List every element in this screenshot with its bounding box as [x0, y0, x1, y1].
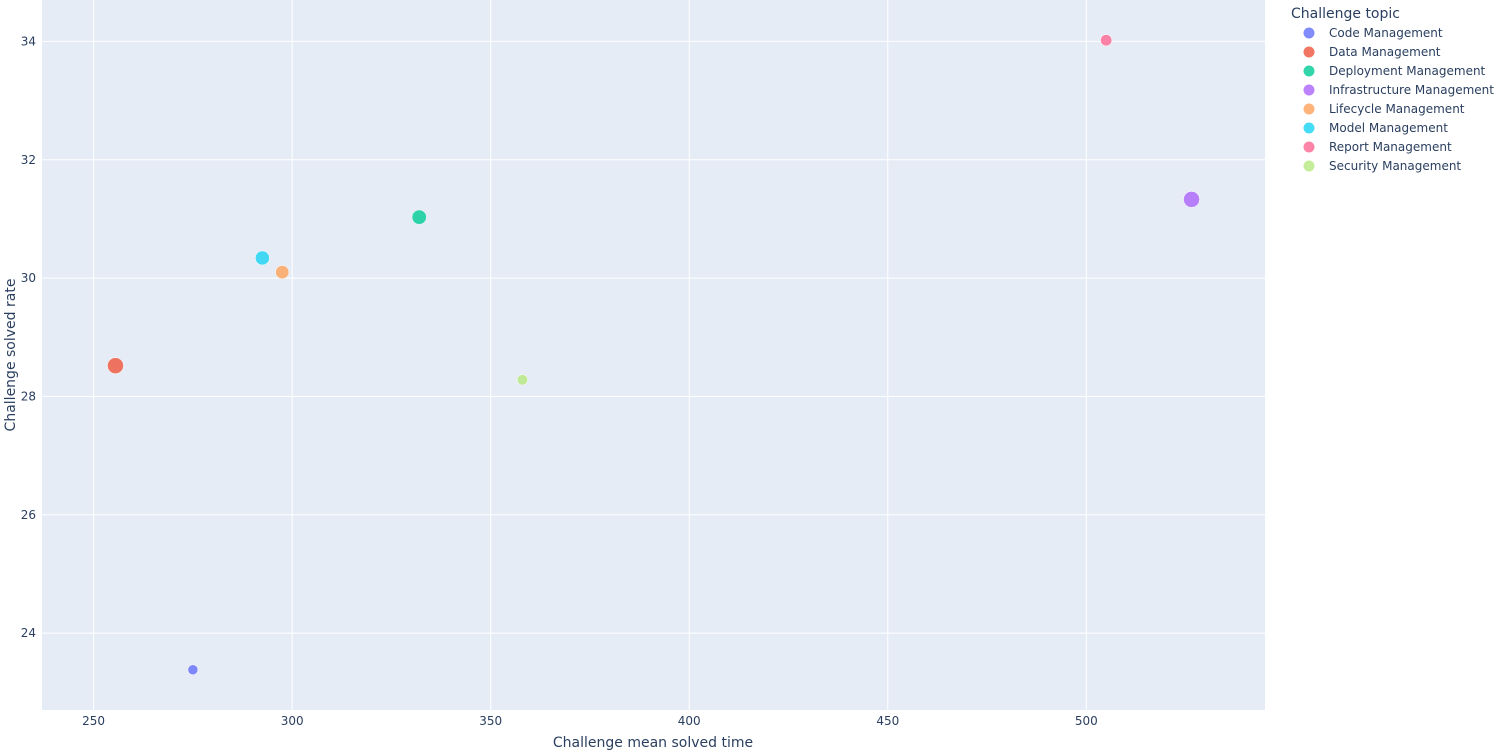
legend-item[interactable]: Lifecycle Management	[1303, 102, 1465, 116]
legend-label: Report Management	[1329, 140, 1452, 154]
legend-item[interactable]: Report Management	[1303, 140, 1452, 154]
legend-marker	[1303, 160, 1315, 172]
legend-title: Challenge topic	[1291, 6, 1400, 22]
x-tick-label: 500	[1075, 714, 1098, 728]
legend-marker	[1303, 103, 1315, 115]
y-tick-label: 32	[21, 153, 36, 167]
legend-item[interactable]: Data Management	[1303, 45, 1441, 59]
legend-label: Lifecycle Management	[1329, 102, 1465, 116]
y-tick-label: 34	[21, 34, 36, 48]
plot-background	[42, 0, 1265, 710]
data-point	[255, 250, 270, 266]
data-point	[411, 209, 427, 225]
y-tick-label: 24	[21, 626, 36, 640]
x-tick-label: 450	[876, 714, 899, 728]
legend-marker	[1303, 122, 1315, 134]
legend-label: Code Management	[1329, 26, 1443, 40]
legend-marker	[1303, 84, 1315, 96]
legend-marker	[1303, 46, 1315, 58]
data-point	[187, 664, 199, 676]
x-tick-label: 250	[82, 714, 105, 728]
data-point	[1183, 191, 1200, 208]
legend-label: Infrastructure Management	[1329, 83, 1494, 97]
data-point	[516, 374, 528, 386]
legend-label: Deployment Management	[1329, 64, 1486, 78]
legend-items: Code Management Data Management Deployment…	[1303, 26, 1495, 173]
data-point	[1100, 34, 1113, 47]
y-tick-label: 30	[21, 271, 36, 285]
legend-label: Data Management	[1329, 45, 1441, 59]
legend-item[interactable]: Infrastructure Management	[1303, 83, 1495, 97]
x-tick-label: 300	[281, 714, 304, 728]
x-tick-label: 350	[479, 714, 502, 728]
legend: Challenge topic Code Management Data Mana…	[1291, 6, 1494, 173]
data-point	[107, 357, 124, 374]
x-tick-label: 400	[678, 714, 701, 728]
y-tick-label: 26	[21, 508, 36, 522]
legend-item[interactable]: Code Management	[1303, 26, 1443, 40]
y-tick-label: 28	[21, 389, 36, 403]
x-gridlines	[93, 0, 1087, 710]
legend-item[interactable]: Security Management	[1303, 159, 1462, 173]
y-tick-labels: 24 26 28 30 32 34	[21, 34, 36, 640]
legend-label: Security Management	[1329, 159, 1461, 173]
y-axis-title: Challenge solved rate	[3, 279, 19, 432]
y-gridlines	[42, 40, 1265, 634]
legend-label: Model Management	[1329, 121, 1448, 135]
legend-marker	[1303, 65, 1315, 77]
legend-item[interactable]: Deployment Management	[1303, 64, 1486, 78]
legend-marker	[1303, 27, 1315, 39]
x-axis-title: Challenge mean solved time	[553, 735, 753, 750]
legend-marker	[1303, 141, 1315, 153]
x-tick-labels: 250 300 350 400 450 500	[82, 714, 1098, 728]
legend-item[interactable]: Model Management	[1303, 121, 1449, 135]
data-points	[107, 34, 1200, 676]
data-point	[275, 265, 290, 280]
